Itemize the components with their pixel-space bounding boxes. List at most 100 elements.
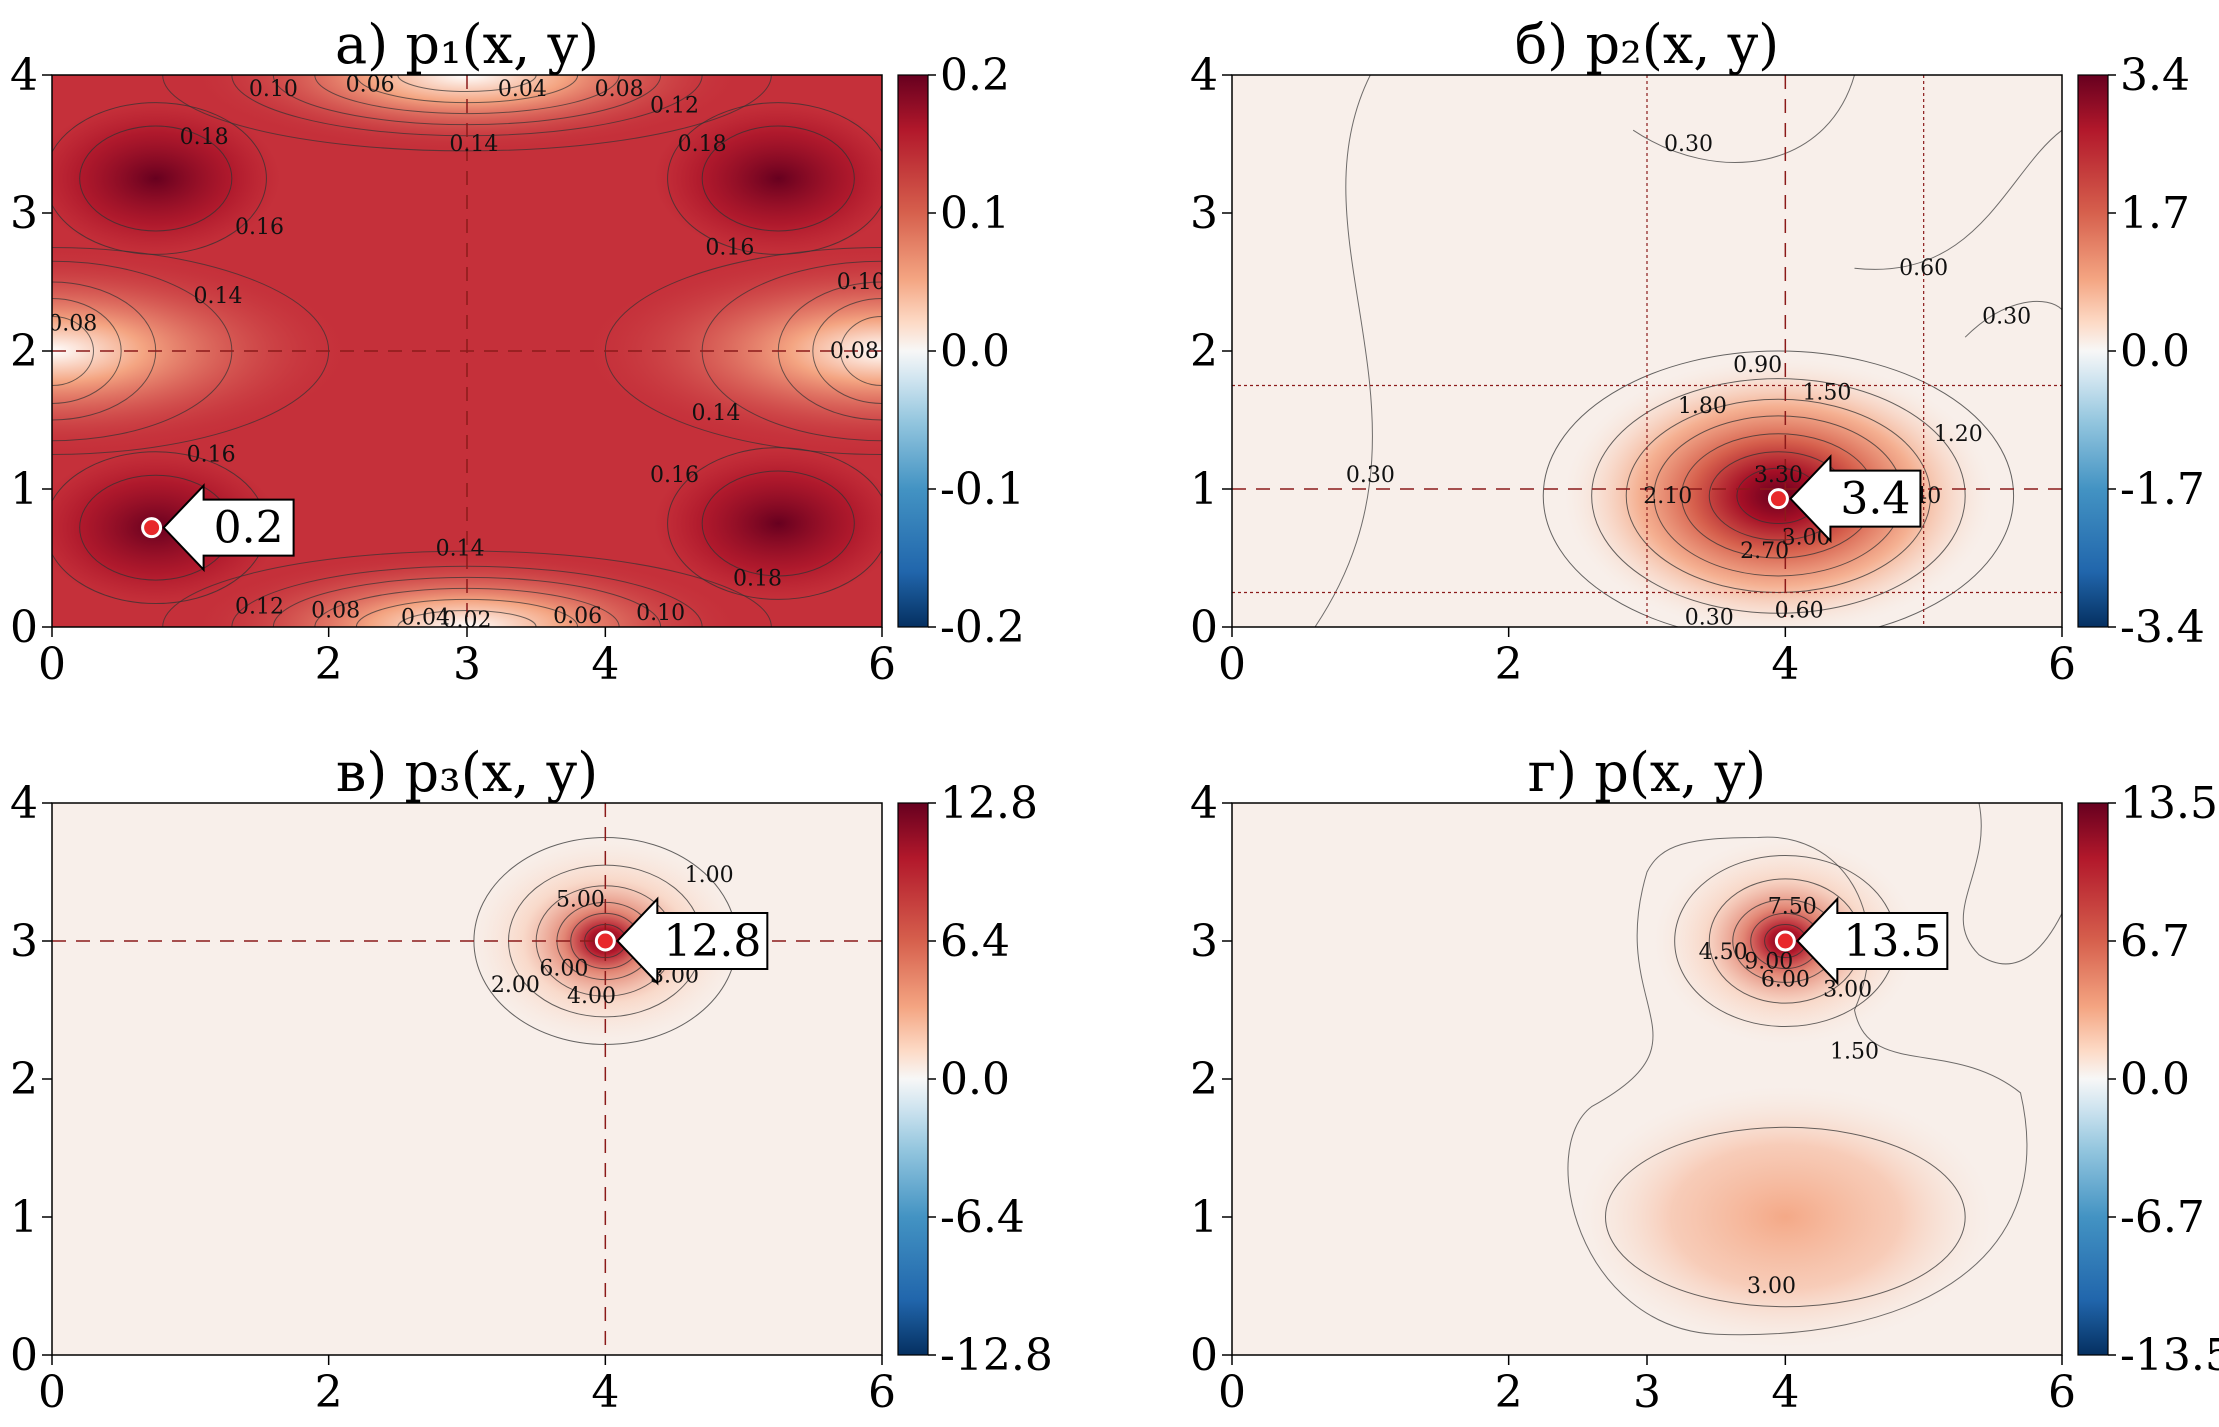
colorbar-tick-label: 6.4 — [940, 916, 1010, 967]
colorbar-tick-label: 0.1 — [940, 188, 1010, 239]
colorbar-tick-label: 0.0 — [2120, 326, 2190, 377]
colorbar-tick-label: -12.8 — [940, 1330, 1053, 1381]
chart-title: б) p₂(x, y) — [1515, 13, 1779, 76]
colorbar-tick-label: -6.7 — [2120, 1192, 2205, 1243]
contour-line — [52, 316, 94, 386]
x-tick-label: 2 — [1495, 639, 1523, 690]
max-marker — [594, 930, 616, 952]
y-tick-label: 2 — [10, 1054, 38, 1105]
contour-label: 0.60 — [1899, 256, 1948, 281]
contour-line — [272, 576, 662, 627]
contour-label: 2.10 — [1643, 484, 1692, 509]
contour-label: 0.14 — [436, 536, 485, 561]
contour-label: 0.16 — [705, 236, 754, 261]
colorbar-tick-label: -3.4 — [2120, 602, 2205, 653]
y-tick-label: 3 — [10, 188, 38, 239]
contour-label: 0.04 — [498, 77, 547, 102]
heatmap-peak — [52, 102, 281, 255]
contour-label: 3.00 — [1747, 1274, 1796, 1299]
chart-title: в) p₃(x, y) — [336, 741, 598, 804]
colorbar-tick-label: 1.7 — [2120, 188, 2190, 239]
x-tick-label: 3 — [1633, 1367, 1661, 1418]
max-callout-label: 0.2 — [214, 503, 284, 554]
contour-label: 0.10 — [249, 77, 298, 102]
x-tick-label: 0 — [38, 639, 66, 690]
contour-line — [1314, 75, 1373, 627]
colorbar-tick-label: 0.0 — [940, 1054, 1010, 1105]
contour-label: 0.06 — [553, 604, 602, 629]
y-tick-label: 4 — [1190, 778, 1218, 829]
max-callout-label: 13.5 — [1843, 916, 1941, 967]
y-tick-label: 0 — [10, 1330, 38, 1381]
contour-line — [1854, 129, 2062, 270]
y-tick-label: 1 — [10, 1192, 38, 1243]
y-tick-label: 3 — [10, 916, 38, 967]
contour-label: 1.00 — [685, 863, 734, 888]
contour-label: 4.50 — [1699, 940, 1748, 965]
contour-line — [1964, 300, 2062, 338]
x-tick-label: 4 — [1771, 1367, 1799, 1418]
colorbar-tick-label: 3.4 — [2120, 50, 2190, 101]
x-tick-label: 6 — [2048, 1367, 2076, 1418]
contour-label: 0.12 — [650, 93, 699, 118]
max-callout-label: 12.8 — [663, 916, 761, 967]
max-marker — [141, 517, 163, 539]
colorbar-tick-label: 0.0 — [2120, 1054, 2190, 1105]
max-marker — [1767, 488, 1789, 510]
colorbar — [2077, 74, 2109, 628]
colorbar — [2077, 802, 2109, 1356]
contour-line — [79, 125, 233, 232]
contour-label: 0.18 — [733, 567, 782, 592]
contour-label: 0.02 — [443, 608, 492, 633]
heatmap-peak — [653, 447, 882, 600]
x-tick-label: 2 — [315, 639, 343, 690]
heatmap-field: 1.005.002.00 4.006.00 3.00 — [52, 803, 882, 1355]
contour-label: 5.00 — [556, 888, 605, 913]
contour-label: 0.08 — [830, 339, 879, 364]
chart-title: а) p₁(x, y) — [335, 13, 599, 76]
contour-label: 0.16 — [235, 215, 284, 240]
contour-line — [1962, 803, 2062, 965]
colorbar — [897, 802, 929, 1356]
y-tick-label: 1 — [10, 464, 38, 515]
contour-line — [355, 598, 579, 627]
colorbar-tick-label: -1.7 — [2120, 464, 2205, 515]
colorbar-tick-label: 0.0 — [940, 326, 1010, 377]
y-tick-label: 3 — [1190, 916, 1218, 967]
heatmap-background — [52, 803, 882, 1355]
y-tick-label: 2 — [1190, 326, 1218, 377]
max-callout-label: 3.4 — [1840, 474, 1910, 525]
x-tick-label: 4 — [591, 1367, 619, 1418]
y-tick-label: 0 — [1190, 1330, 1218, 1381]
contour-line — [701, 125, 855, 232]
heatmap-peak — [653, 102, 882, 255]
contour-line — [314, 75, 620, 115]
contour-label: 0.14 — [692, 401, 741, 426]
x-tick-label: 3 — [453, 639, 481, 690]
colorbar-tick-label: -13.5 — [2120, 1330, 2219, 1381]
y-tick-label: 4 — [10, 778, 38, 829]
contour-label: 1.50 — [1802, 380, 1851, 405]
contour-label: 1.80 — [1678, 394, 1727, 419]
contour-label: 0.04 — [401, 605, 450, 630]
y-tick-label: 4 — [1190, 50, 1218, 101]
contour-line — [667, 102, 882, 255]
colorbar-tick-label: 6.7 — [2120, 916, 2190, 967]
x-tick-label: 0 — [1218, 639, 1246, 690]
x-tick-label: 2 — [1495, 1367, 1523, 1418]
contour-label: 3.00 — [1823, 977, 1872, 1002]
contour-label: 0.14 — [194, 284, 243, 309]
contour-label: 0.18 — [678, 132, 727, 157]
contour-label: 0.30 — [1982, 305, 2031, 330]
chart-panel-4: 7.50 4.509.006.00 3.00 1.50 3.00 0 2 3 4 6 0 1 2 3 4 г)… — [1190, 741, 2219, 1418]
contour-line — [1605, 1126, 1966, 1308]
colorbar-tick-label: 12.8 — [940, 778, 1038, 829]
x-tick-label: 0 — [1218, 1367, 1246, 1418]
max-callout-arrow — [615, 896, 769, 986]
colorbar-tick-label: -0.1 — [940, 464, 1025, 515]
y-tick-label: 0 — [10, 602, 38, 653]
y-tick-label: 1 — [1190, 1192, 1218, 1243]
max-marker — [1774, 930, 1796, 952]
